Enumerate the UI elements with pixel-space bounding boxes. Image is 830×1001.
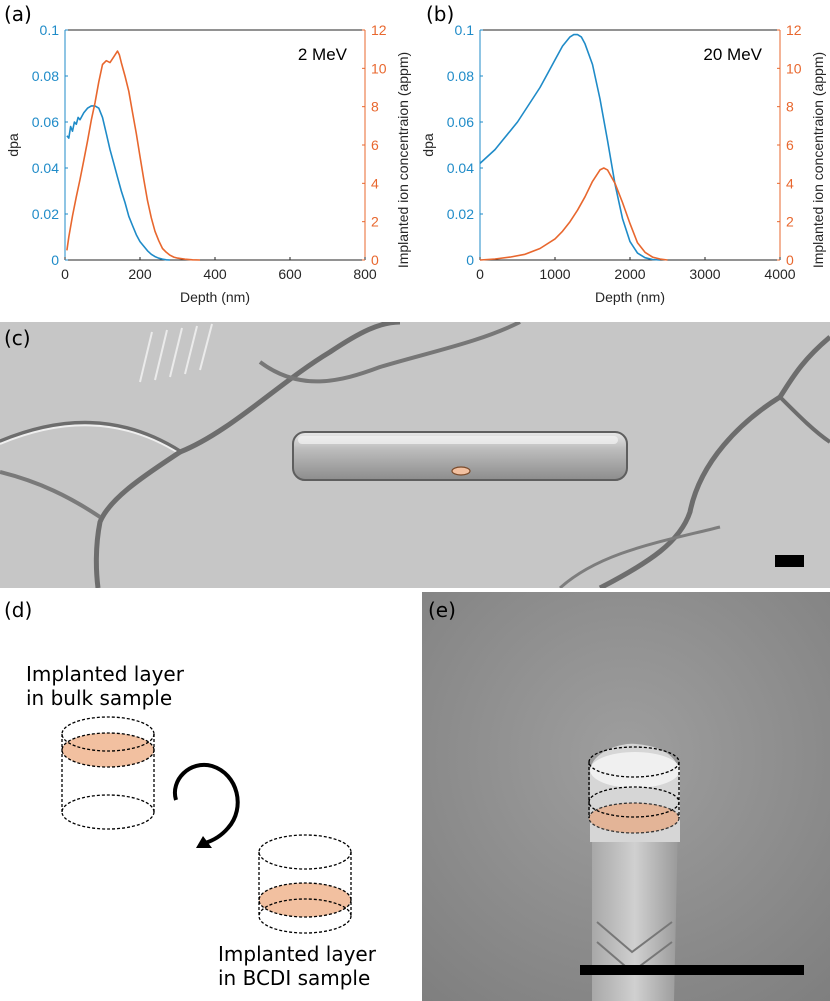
chart-a-ytick-label-4: 0.08	[32, 68, 59, 84]
chart-b-y2tick-label-2: 4	[786, 175, 794, 191]
chart-b-xtick-label-4: 4000	[764, 266, 795, 282]
chart-a-y2tick-label-1: 2	[371, 214, 379, 230]
caption-bcdi-line2: in BCDI sample	[218, 966, 371, 990]
chart-a-y2tick-label-4: 8	[371, 99, 379, 115]
chart-a-annotation: 2 MeV	[298, 45, 348, 64]
caption-bulk-line1: Implanted layer	[26, 662, 184, 686]
chart-b-y2tick-label-0: 0	[786, 252, 794, 268]
chart-a-ytick-label-2: 0.04	[32, 160, 59, 176]
chart-b-ytick-label-4: 0.08	[447, 68, 474, 84]
sem-image-c-drawing	[0, 322, 830, 588]
cylinder-diagram	[61, 716, 352, 934]
sem-image-c: (c)	[0, 322, 830, 588]
chart-a-y2tick-label-3: 6	[371, 137, 379, 153]
chart-a-y2tick-label-0: 0	[371, 252, 379, 268]
chart-a-ion-line	[66, 50, 201, 261]
chart-b-xtick-label-0: 0	[476, 266, 484, 282]
sem-image-e-drawing	[422, 592, 830, 1001]
caption-bcdi-line1: Implanted layer	[218, 942, 376, 966]
chart-a-ytick-label-1: 0.02	[32, 206, 59, 222]
chart-b-ytick-label-5: 0.1	[455, 22, 475, 38]
chart-b-y2tick-label-6: 12	[786, 22, 802, 38]
caption-bulk-line2: in bulk sample	[26, 686, 173, 710]
chart-a-xtick-label-4: 800	[353, 266, 377, 282]
rotation-arrow-icon	[172, 762, 240, 848]
chart-a-xtick-label-0: 0	[61, 266, 69, 282]
chart-a-ytick-label-5: 0.1	[40, 22, 60, 38]
chart-b-xlabel: Depth (nm)	[595, 289, 665, 305]
panel-label-e: (e)	[428, 598, 456, 622]
panel-label-b: (b)	[426, 2, 455, 26]
chart-a-xtick-label-3: 600	[278, 266, 302, 282]
chart-b-ytick-label-3: 0.06	[447, 114, 474, 130]
chart-b-ytick-label-2: 0.04	[447, 160, 474, 176]
chart-a-y2tick-label-2: 4	[371, 175, 379, 191]
chart-a-xlabel: Depth (nm)	[180, 289, 250, 305]
sem-image-e: (e)	[422, 592, 830, 1001]
chart-b-xtick-label-3: 3000	[689, 266, 720, 282]
chart-b-y2tick-label-4: 8	[786, 99, 794, 115]
panel-label-a: (a)	[4, 2, 32, 26]
chart-b: 0 1000 2000 3000 400000.020.040.060.080.1024…	[420, 22, 826, 305]
chart-a-xtick-label-2: 400	[203, 266, 227, 282]
chart-a-dpa-line	[66, 105, 171, 261]
chart-a-y2tick-label-5: 10	[371, 60, 387, 76]
chart-b-y2tick-label-3: 6	[786, 137, 794, 153]
bcdi-cylinder	[258, 834, 352, 934]
chart-a-y2label: Implanted ion concentraion (appm)	[395, 52, 411, 268]
chart-b-xtick-label-2: 2000	[614, 266, 645, 282]
chart-b-xtick-label-1: 1000	[539, 266, 570, 282]
chart-b-ytick-label-0: 0	[466, 252, 474, 268]
chart-b-dpa-line	[479, 33, 661, 261]
chart-a-xtick-label-1: 200	[128, 266, 152, 282]
chart-a-ylabel: dpa	[5, 133, 21, 157]
chart-b-y2tick-label-5: 10	[786, 60, 802, 76]
chart-b-ylabel: dpa	[420, 133, 436, 157]
panel-label-c: (c)	[4, 326, 31, 350]
bulk-cylinder	[61, 716, 155, 830]
chart-b-y2label: Implanted ion concentraion (appm)	[810, 52, 826, 268]
chart-a-y2tick-label-6: 12	[371, 22, 387, 38]
chart-b-ytick-label-1: 0.02	[447, 206, 474, 222]
chart-b-annotation: 20 MeV	[703, 45, 762, 64]
chart-a-ytick-label-0: 0	[51, 252, 59, 268]
chart-b-y2tick-label-1: 2	[786, 214, 794, 230]
panel-label-d: (d)	[4, 598, 33, 622]
chart-b-ion-line	[479, 167, 668, 261]
chart-a-ytick-label-3: 0.06	[32, 114, 59, 130]
chart-a: 0 200 400 600 80000.020.040.060.080.10246810…	[5, 22, 411, 305]
